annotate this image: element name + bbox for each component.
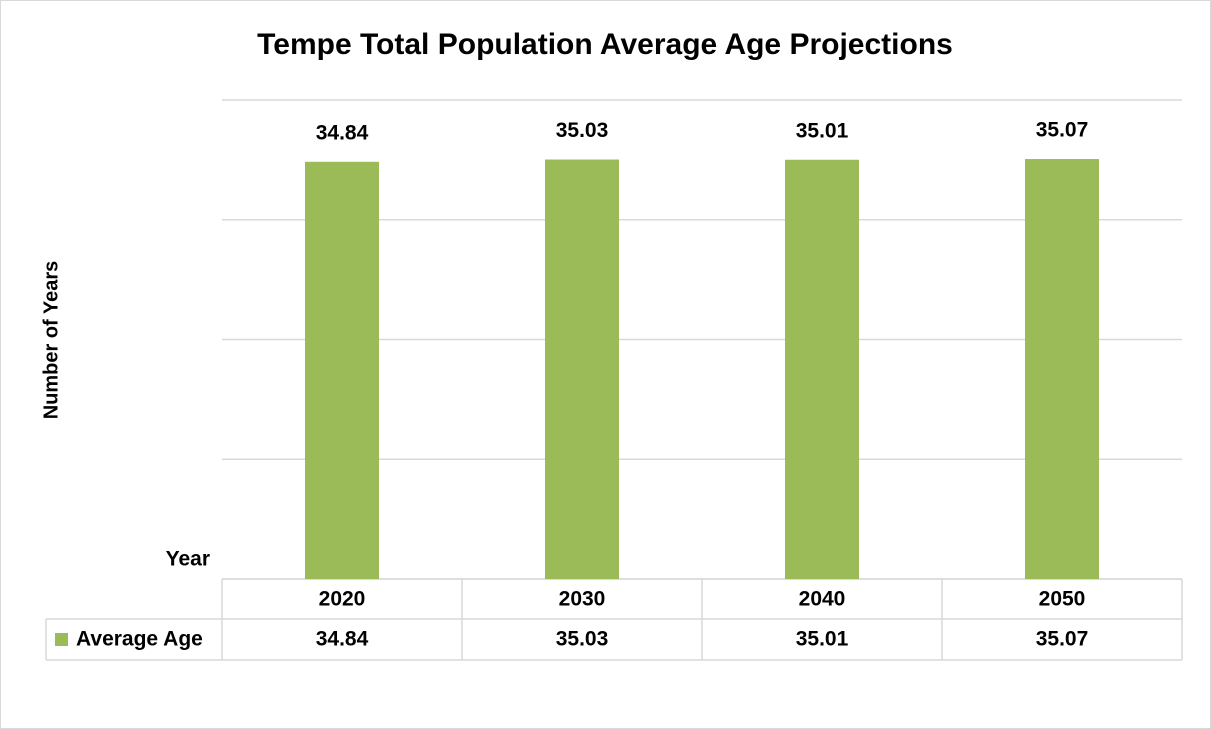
data-label: 35.07 xyxy=(1036,119,1089,142)
x-tick-label: 2030 xyxy=(559,588,606,611)
legend-label: Average Age xyxy=(76,628,203,651)
bar xyxy=(1025,159,1099,579)
chart-title: Tempe Total Population Average Age Proje… xyxy=(257,28,953,61)
x-tick-label: 2020 xyxy=(319,588,366,611)
x-tick-label: 2050 xyxy=(1039,588,1086,611)
data-label: 35.01 xyxy=(796,119,849,142)
table-value: 35.01 xyxy=(796,628,849,651)
bar xyxy=(785,159,859,579)
y-axis-label: Number of Years xyxy=(40,261,62,420)
table-value: 34.84 xyxy=(316,628,369,651)
x-tick-label: 2040 xyxy=(799,588,846,611)
data-label: 34.84 xyxy=(316,121,369,144)
table-value: 35.07 xyxy=(1036,628,1089,651)
data-label: 35.03 xyxy=(556,119,609,142)
bar xyxy=(305,161,379,579)
bar xyxy=(545,159,619,579)
legend-key xyxy=(55,633,68,646)
x-axis-label: Year xyxy=(166,548,210,571)
table-value: 35.03 xyxy=(556,628,609,651)
